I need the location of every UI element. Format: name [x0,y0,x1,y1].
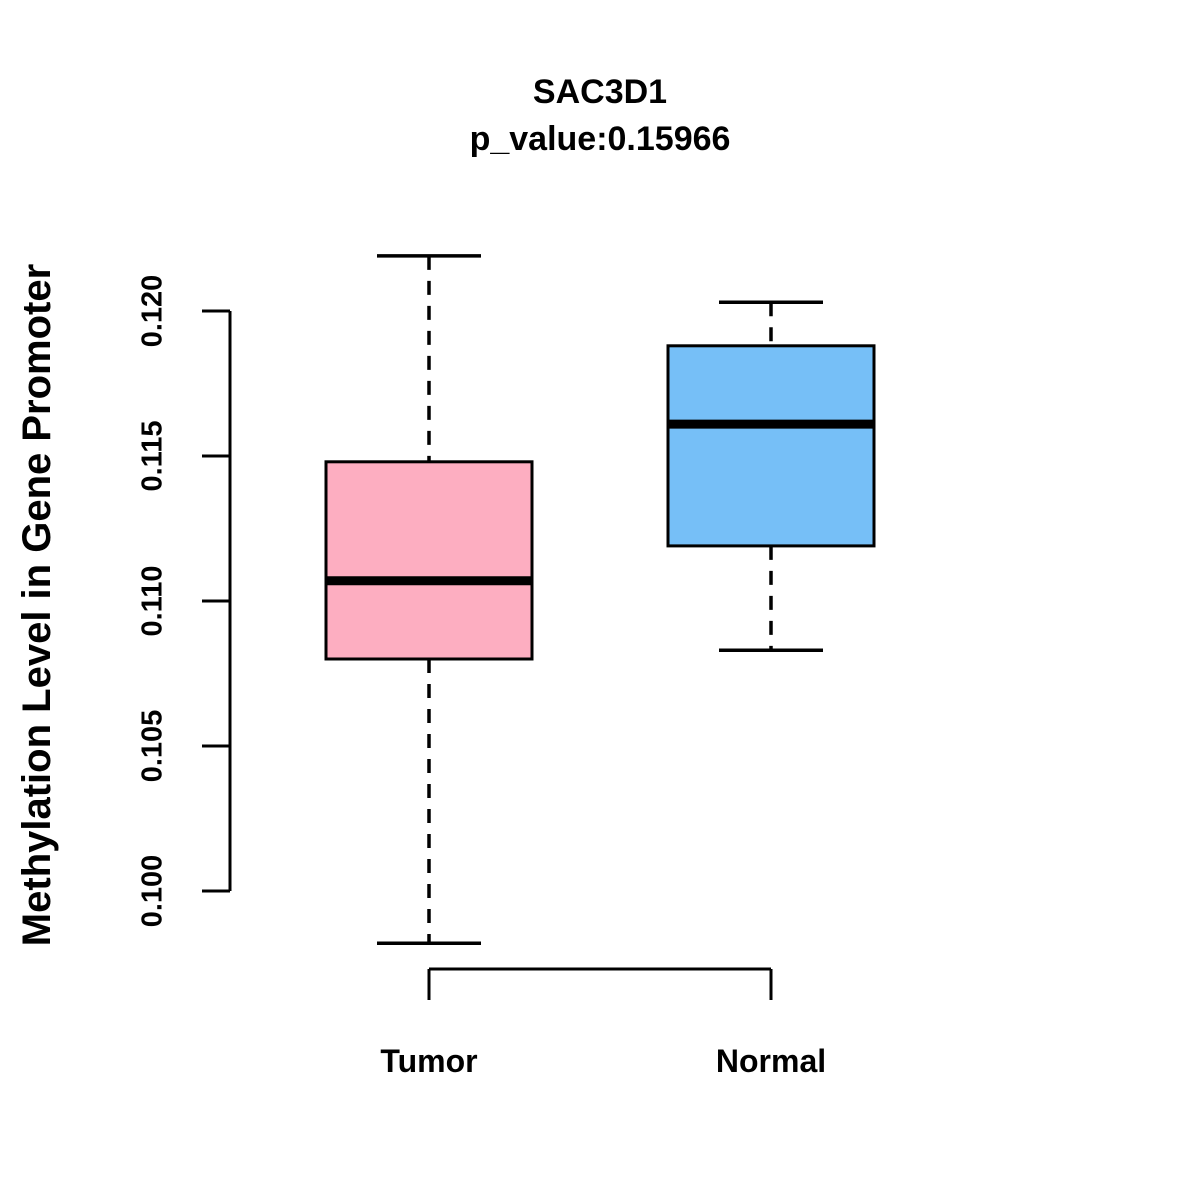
y-tick-label: 0.105 [137,710,169,783]
y-axis-label: Methylation Level in Gene Promoter [15,263,59,947]
x-category-label-normal: Normal [716,1043,826,1079]
y-tick-label: 0.110 [137,566,169,637]
box-normal [666,344,876,548]
y-tick-label: 0.115 [137,421,169,492]
chart-title: SAC3D1 [532,73,668,111]
y-tick-label: 0.120 [137,275,169,348]
x-category-label-tumor: Tumor [380,1043,477,1079]
y-tick-label: 0.100 [137,855,169,928]
chart-subtitle: p_value:0.15966 [469,120,731,158]
box-tumor [324,460,534,661]
